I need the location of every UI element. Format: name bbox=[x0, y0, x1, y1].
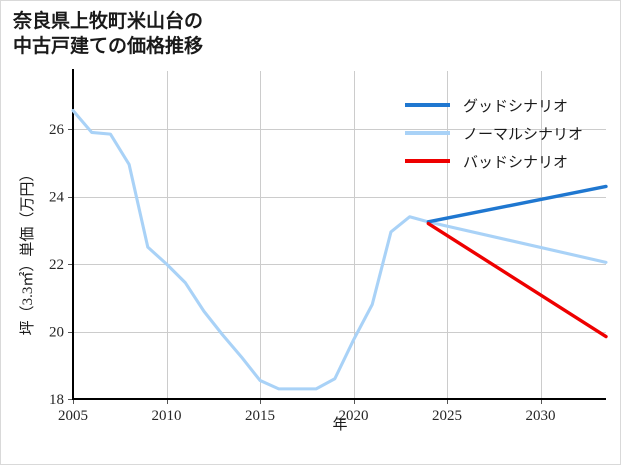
y-axis-title: 坪（3.3㎡）単価（万円） bbox=[19, 167, 36, 336]
y-tick-label: 24 bbox=[49, 190, 65, 206]
x-tick-label: 2025 bbox=[432, 408, 462, 424]
series-line-グッドシナリオ bbox=[426, 184, 608, 224]
legend-label-2: バッドシナリオ bbox=[463, 155, 568, 171]
x-tick-label: 2015 bbox=[245, 408, 275, 424]
x-tick-label: 2030 bbox=[526, 408, 556, 424]
x-axis-title: 年 bbox=[332, 416, 347, 433]
y-tick-label: 18 bbox=[49, 392, 64, 408]
y-axis-tick-labels: 18 20 22 24 26 bbox=[49, 122, 65, 408]
axis-spines bbox=[71, 69, 606, 401]
x-tick-label: 2005 bbox=[58, 408, 88, 424]
page-title: 奈良県上牧町米山台の 中古戸建ての価格推移 bbox=[13, 11, 204, 58]
gridlines bbox=[73, 71, 606, 400]
series-line-バッドシナリオ bbox=[426, 221, 608, 339]
legend-label-0: グッドシナリオ bbox=[463, 98, 568, 115]
series-line-ノーマルシナリオ bbox=[71, 108, 608, 391]
legend-label-1: ノーマルシナリオ bbox=[463, 127, 583, 143]
x-axis-tick-labels: 2005 2010 2015 2020 2025 2030 bbox=[58, 408, 556, 424]
y-tick-label: 20 bbox=[49, 325, 64, 341]
y-tick-label: 22 bbox=[49, 257, 64, 273]
x-tick-label: 2020 bbox=[339, 408, 369, 424]
x-tick-label: 2010 bbox=[152, 408, 182, 424]
data-series bbox=[71, 108, 608, 391]
y-tick-label: 26 bbox=[49, 122, 65, 138]
